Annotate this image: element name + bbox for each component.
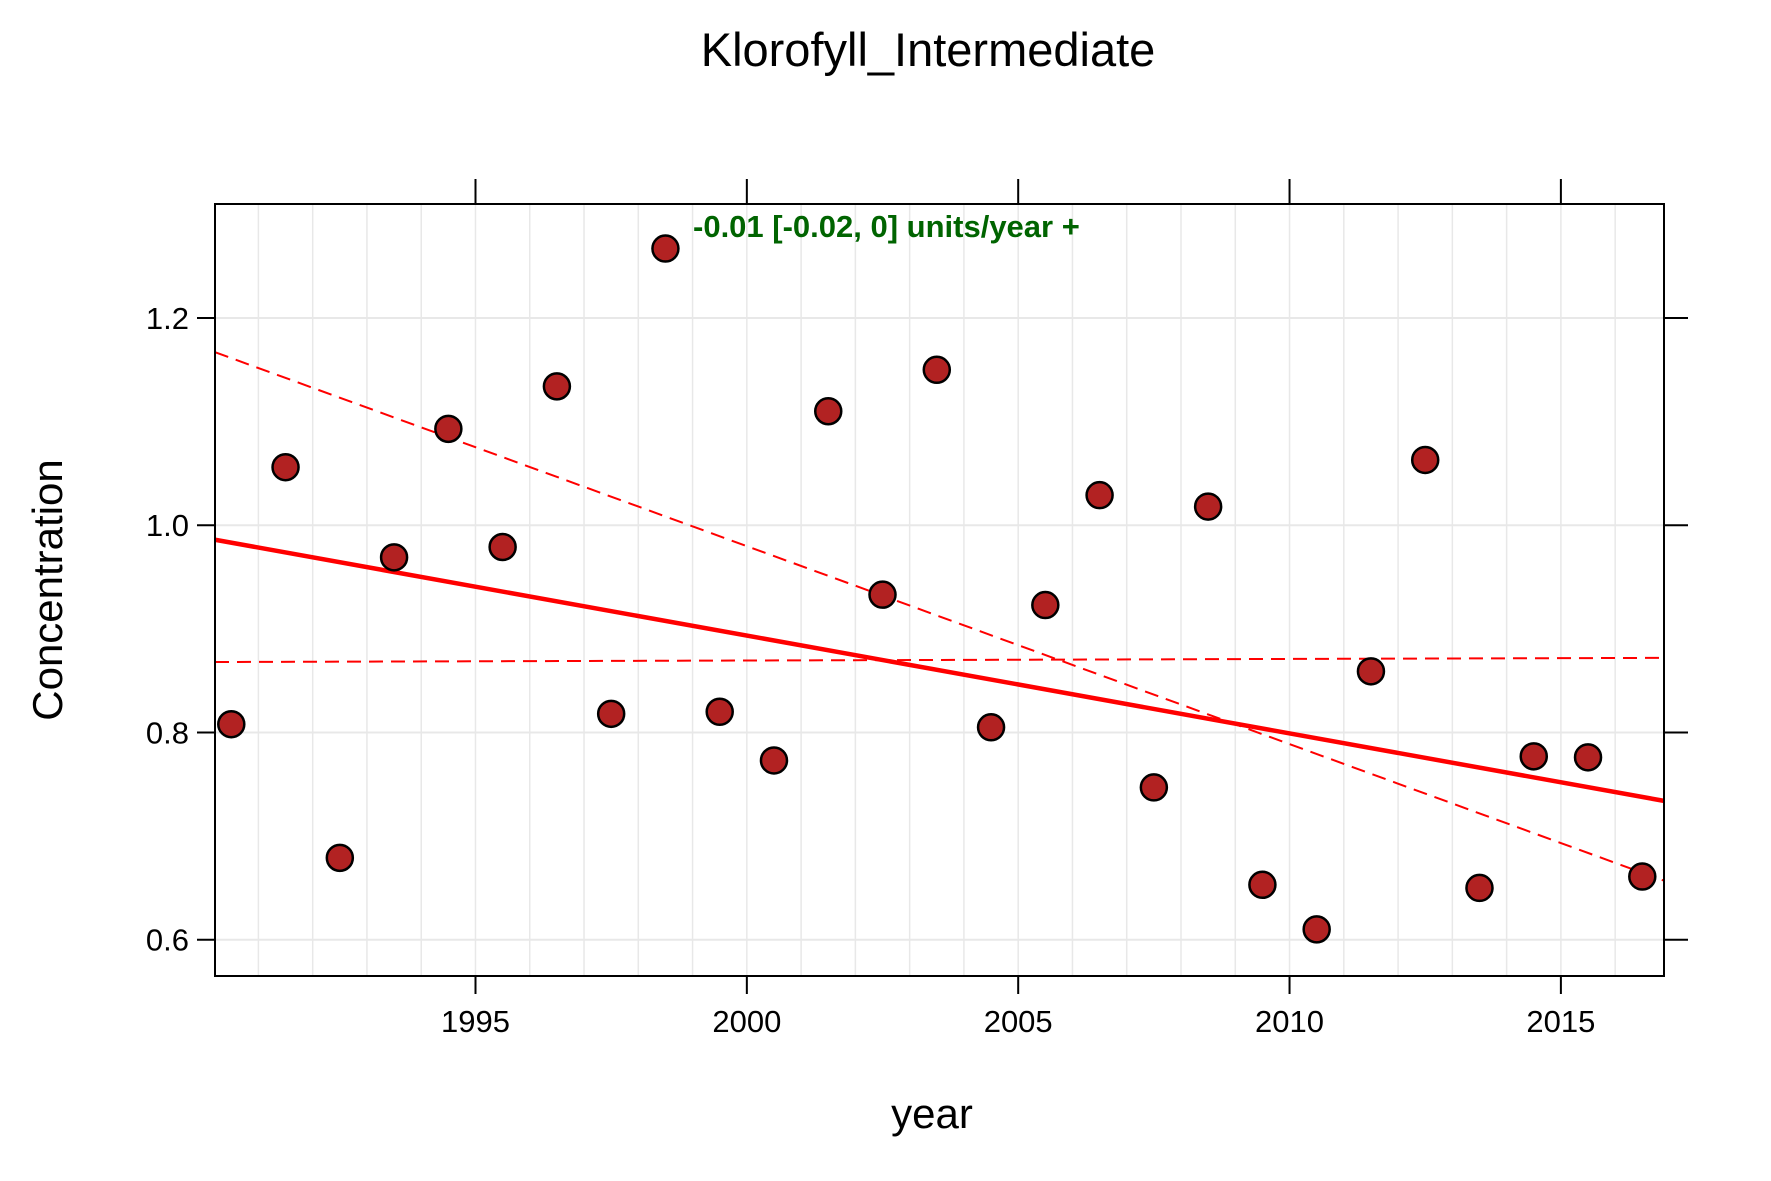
data-point <box>1465 873 1494 903</box>
data-point <box>976 713 1006 742</box>
data-point <box>813 396 843 426</box>
grid <box>215 204 1664 976</box>
data-point <box>1031 590 1060 620</box>
confidence-line <box>214 656 1665 664</box>
data-point <box>1628 862 1657 891</box>
trend-line <box>214 537 1665 804</box>
trend-annotation: -0.01 [-0.02, 0] units/year + <box>693 209 1080 244</box>
trend-lines <box>214 351 1665 882</box>
axis-ticks: 1995 2000 2005 2010 2015 0.6 0.8 1.0 1.2 <box>146 179 1688 1039</box>
x-tick-label: 2000 <box>712 1004 781 1039</box>
data-point <box>488 532 517 562</box>
y-axis-title: Concentration <box>24 459 71 721</box>
data-point <box>434 414 463 444</box>
data-point <box>1573 743 1603 772</box>
y-tick-label: 0.6 <box>146 923 189 958</box>
data-point <box>1519 742 1549 771</box>
confidence-line <box>214 351 1665 882</box>
data-point <box>759 746 789 775</box>
data-point <box>1193 492 1223 521</box>
data-point <box>651 234 680 263</box>
data-points <box>217 234 1657 944</box>
data-point <box>271 452 300 482</box>
x-tick-label: 2005 <box>984 1004 1053 1039</box>
x-axis-title: year <box>891 1090 973 1137</box>
data-point <box>868 580 897 609</box>
x-tick-label: 2015 <box>1526 1004 1595 1039</box>
data-point <box>542 372 572 401</box>
y-tick-label: 1.2 <box>146 301 189 336</box>
x-tick-label: 1995 <box>441 1004 510 1039</box>
plot-frame <box>214 203 1665 977</box>
data-point <box>705 697 734 727</box>
data-point <box>1085 480 1114 510</box>
x-tick-label: 2010 <box>1255 1004 1324 1039</box>
data-point <box>1410 445 1440 475</box>
y-tick-label: 0.8 <box>146 715 189 750</box>
y-tick-label: 1.0 <box>146 508 189 543</box>
data-point <box>1248 870 1277 900</box>
data-point <box>1139 773 1169 802</box>
chart-title: Klorofyll_Intermediate <box>701 23 1156 76</box>
data-point <box>596 699 626 729</box>
data-point <box>1302 915 1331 944</box>
data-point <box>379 543 409 572</box>
data-point <box>217 709 246 739</box>
data-point <box>1356 657 1386 686</box>
data-point <box>922 355 952 385</box>
data-point <box>325 843 355 873</box>
